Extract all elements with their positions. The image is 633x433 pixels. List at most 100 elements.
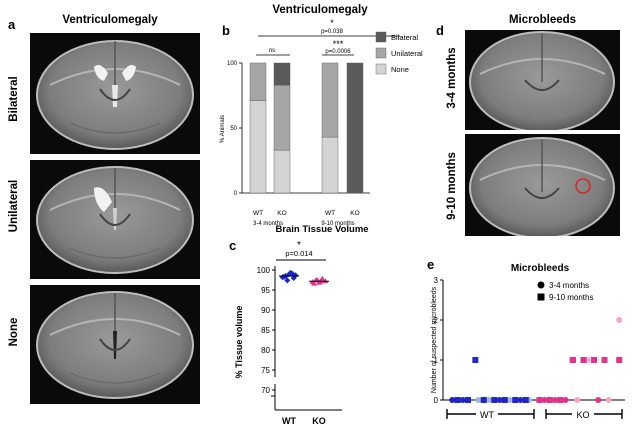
chart-b-bar-bilateral [273, 62, 291, 86]
chart-c-axis: 70 75 80 85 90 95 100 [257, 266, 342, 411]
chart-e-point-9-10 [591, 357, 597, 363]
chart-c-point-wt [281, 273, 288, 280]
mri-3-4-months-image [465, 30, 620, 130]
chart-e-ytick-label: 2 [434, 316, 439, 325]
chart-e-points [449, 317, 623, 403]
chart-e-point-3-4 [552, 397, 559, 403]
panel-a-title: Ventriculomegaly [62, 14, 158, 26]
chart-b-legend-swatch [375, 31, 387, 43]
panel-e-title: Microbleeds [510, 263, 570, 274]
chart-e-point-3-4 [517, 397, 524, 403]
chart-c-ytick-label: 90 [261, 306, 270, 315]
chart-b-ytick-label: 50 [230, 126, 237, 132]
chart-c-point-wt [287, 269, 294, 276]
chart-c-ytick-label: 85 [261, 326, 270, 335]
chart-b-bar-none [249, 100, 267, 194]
chart-b-legend-swatch [375, 47, 387, 59]
chart-b-xlabels: WT KO WT KO [253, 210, 360, 217]
chart-c-star: * [297, 240, 301, 251]
panel-a-row-unilateral: Unilateral [8, 179, 20, 233]
mri-none-image [30, 285, 200, 404]
chart-e-point-3-4 [562, 397, 569, 403]
chart-b-bar-unilateral [321, 62, 339, 138]
chart-b-legend-swatch [375, 63, 387, 75]
chart-c-ytick-label: 70 [261, 386, 270, 395]
chart-b-legend-label: None [391, 65, 409, 74]
chart-e-point-9-10 [580, 357, 587, 363]
chart-e-point-3-4 [507, 397, 513, 403]
chart-e-legend: 3-4 months 9-10 months [537, 281, 593, 302]
panel-d-row-1: 3-4 months [446, 47, 458, 109]
panel-c-title: Brain Tissue Volume [275, 224, 369, 235]
chart-b-xtick-label: WT [325, 210, 335, 217]
chart-b-bar-bilateral [346, 62, 364, 194]
chart-e-point-9-10 [480, 397, 487, 403]
panel-c-letter: c [229, 238, 237, 253]
chart-b-stars: *** [333, 39, 344, 49]
mri-3-4-months-svg [469, 31, 615, 130]
chart-c-point-wt [292, 272, 299, 279]
chart-c-points [279, 269, 329, 286]
panel-a-row-bilateral: Bilateral [8, 76, 20, 122]
chart-e-ytick-label: 0 [434, 396, 439, 405]
chart-c-point-ko [311, 280, 318, 286]
chart-e-legend-label-2: 9-10 months [549, 293, 593, 302]
mri-9-10-months-svg [469, 137, 615, 236]
mri-9-10-months-image [465, 134, 620, 236]
chart-c-ylabel: % Tissue volume [234, 306, 244, 379]
chart-e-ko-label-bg [572, 408, 594, 420]
chart-c-ytick-label: 100 [257, 266, 271, 275]
chart-c-point-wt [284, 277, 291, 284]
chart-e-ko-label: KO [576, 410, 589, 420]
chart-e-point-9-10 [570, 357, 576, 363]
chart-e-point-3-4 [496, 397, 503, 403]
chart-e-point-9-10 [472, 357, 479, 363]
chart-e-point-9-10 [522, 397, 529, 403]
chart-e: Number of suspected microbleeds 0 1 2 3 3-4… [431, 276, 625, 420]
chart-c-xtick-label: WT [282, 416, 296, 426]
chart-b-top-star: * [330, 18, 334, 28]
chart-e-point-9-10 [616, 357, 623, 363]
chart-b-bar-none [321, 136, 339, 194]
chart-e-wt-label-bg [476, 408, 498, 420]
chart-e-point-3-4 [574, 397, 581, 403]
chart-b-xtick-label: KO [350, 210, 359, 217]
mri-bilateral-image [30, 33, 200, 154]
chart-e-point-3-4 [541, 397, 548, 403]
chart-c-xtick-label: KO [312, 416, 326, 426]
chart-e-point-9-10 [536, 397, 543, 403]
chart-e-legend-label-1: 3-4 months [549, 281, 589, 290]
chart-e-point-3-4 [449, 397, 456, 403]
chart-c-ytick-label: 75 [261, 366, 270, 375]
chart-b-bar-unilateral [249, 62, 267, 101]
panel-d-row-2: 9-10 months [446, 152, 458, 220]
panel-b-title: Ventriculomegaly [272, 4, 368, 16]
chart-c-xlabels: WT KO [282, 416, 326, 426]
panel-d-letter: d [436, 23, 444, 38]
chart-e-axis: 0 1 2 3 [434, 276, 625, 405]
chart-b-bar-unilateral [273, 84, 291, 151]
chart-b-ytick-label: 100 [227, 61, 238, 67]
chart-e-wt-label: WT [480, 410, 494, 420]
chart-e-point-9-10 [465, 397, 471, 403]
panel-b-letter: b [222, 23, 230, 38]
chart-b-xtick-label: WT [253, 210, 263, 217]
chart-b-bars [249, 62, 364, 194]
chart-b-group-2: 9-10 months [321, 221, 354, 227]
chart-e-ylabel: Number of suspected microbleeds [431, 286, 438, 393]
mri-bilateral-svg [36, 40, 194, 150]
chart-e-point-9-10 [454, 397, 461, 403]
mri-unilateral-svg [36, 166, 194, 274]
chart-b-ylabel: % Animals [220, 115, 226, 143]
chart-e-point-9-10 [501, 397, 508, 403]
chart-e-point-9-10 [512, 397, 519, 403]
chart-b-bar-none [273, 149, 291, 194]
chart-e-legend-circle [537, 281, 545, 289]
chart-b-top-p: p=0.038 [321, 29, 344, 35]
chart-e-point-9-10 [546, 397, 553, 403]
chart-b-xtick-label: KO [277, 210, 286, 217]
chart-e-ytick-label: 1 [434, 356, 439, 365]
chart-e-point-9-10 [601, 357, 608, 363]
microbleed-circle [575, 178, 591, 194]
mri-unilateral-image [30, 160, 200, 279]
